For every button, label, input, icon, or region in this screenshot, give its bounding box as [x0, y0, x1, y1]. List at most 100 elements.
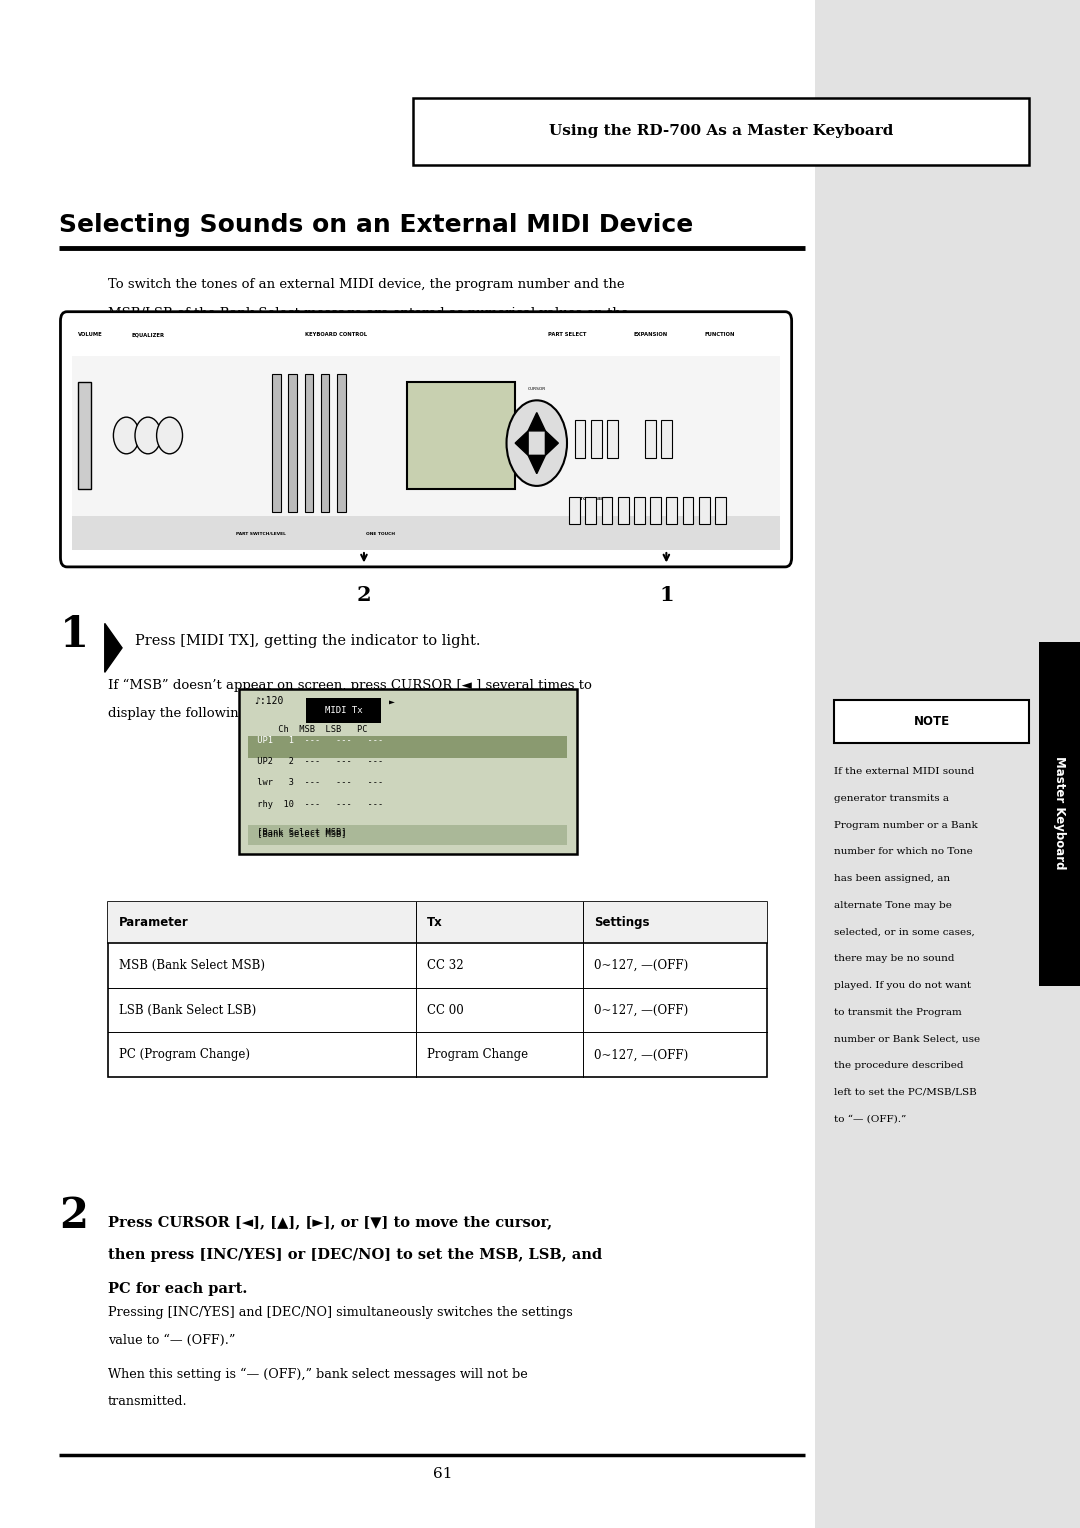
Bar	[575, 420, 585, 458]
Bar	[661, 420, 672, 458]
FancyBboxPatch shape	[239, 689, 577, 854]
Text: there may be no sound: there may be no sound	[834, 953, 955, 963]
Bar	[666, 497, 677, 524]
Text: 61: 61	[433, 1467, 453, 1481]
Circle shape	[113, 417, 139, 454]
FancyBboxPatch shape	[834, 700, 1029, 743]
Text: CURSOR: CURSOR	[528, 387, 545, 391]
Polygon shape	[105, 623, 122, 672]
Text: Ch  MSB  LSB   PC: Ch MSB LSB PC	[252, 724, 367, 733]
Text: alternate Tone may be: alternate Tone may be	[834, 902, 951, 909]
Text: When this setting is “— (OFF),” bank select messages will not be: When this setting is “— (OFF),” bank sel…	[108, 1368, 528, 1381]
Text: 0~127, —(OFF): 0~127, —(OFF)	[594, 1048, 688, 1062]
Text: Press [MIDI TX], getting the indicator to light.: Press [MIDI TX], getting the indicator t…	[135, 634, 481, 648]
Bar	[645, 420, 656, 458]
Text: to transmit the Program: to transmit the Program	[834, 1008, 961, 1016]
Text: lwr   3  ---   ---   ---: lwr 3 --- --- ---	[252, 778, 383, 787]
Text: 1: 1	[59, 614, 89, 656]
Bar	[248, 736, 567, 758]
Text: Settings: Settings	[594, 915, 649, 929]
Text: LSB (Bank Select LSB): LSB (Bank Select LSB)	[119, 1004, 256, 1016]
Bar	[305, 374, 313, 512]
Text: UP1   1  ---   ---   ---: UP1 1 --- --- ---	[252, 735, 383, 744]
Bar	[72, 356, 780, 550]
Bar	[321, 374, 329, 512]
Bar	[248, 825, 567, 845]
Text: CC 00: CC 00	[427, 1004, 463, 1016]
Text: 2: 2	[356, 585, 372, 605]
Text: VOLUME: VOLUME	[78, 332, 103, 338]
Bar	[815, 0, 1080, 1528]
Bar	[272, 374, 281, 512]
Bar	[108, 902, 767, 1077]
Bar	[1039, 642, 1080, 986]
Text: then press [INC/YES] or [DEC/NO] to set the MSB, LSB, and: then press [INC/YES] or [DEC/NO] to set …	[108, 1248, 603, 1262]
Text: Tx: Tx	[427, 915, 443, 929]
Text: FUNCTION: FUNCTION	[704, 332, 734, 338]
Bar	[569, 497, 580, 524]
Text: CC 32: CC 32	[427, 958, 463, 972]
Bar	[683, 497, 693, 524]
Text: To switch the tones of an external MIDI device, the program number and the: To switch the tones of an external MIDI …	[108, 278, 624, 292]
Text: PART SELECT: PART SELECT	[548, 332, 586, 338]
Text: PART SWITCH/LEVEL: PART SWITCH/LEVEL	[237, 532, 286, 536]
Text: Parameter: Parameter	[119, 915, 189, 929]
Text: PC for each part.: PC for each part.	[108, 1282, 247, 1296]
Text: generator transmits a: generator transmits a	[834, 795, 948, 802]
Text: display the following screen.: display the following screen.	[108, 707, 300, 721]
Text: 0~127, —(OFF): 0~127, —(OFF)	[594, 958, 688, 972]
Text: RD-700.: RD-700.	[108, 336, 163, 350]
Text: Press CURSOR [◄], [▲], [►], or [▼] to move the cursor,: Press CURSOR [◄], [▲], [►], or [▼] to mo…	[108, 1215, 552, 1229]
Circle shape	[135, 417, 161, 454]
Bar	[306, 698, 381, 723]
FancyBboxPatch shape	[413, 98, 1029, 165]
Text: number or Bank Select, use: number or Bank Select, use	[834, 1034, 980, 1044]
Text: value to “— (OFF).”: value to “— (OFF).”	[108, 1334, 235, 1348]
Text: ONE TOUCH: ONE TOUCH	[366, 532, 394, 536]
Polygon shape	[545, 431, 558, 455]
Text: [Bank Select MSB]: [Bank Select MSB]	[252, 827, 346, 836]
Text: [Bank Select MSB]: [Bank Select MSB]	[252, 828, 346, 837]
Text: Selecting Sounds on an External MIDI Device: Selecting Sounds on an External MIDI Dev…	[59, 212, 693, 237]
Text: PC (Program Change): PC (Program Change)	[119, 1048, 249, 1062]
Text: 2: 2	[59, 1195, 89, 1236]
Text: played. If you do not want: played. If you do not want	[834, 981, 971, 990]
Text: TONE SELECT: TONE SELECT	[580, 497, 613, 501]
Bar	[72, 516, 780, 550]
Text: Program number or a Bank: Program number or a Bank	[834, 821, 977, 830]
Bar	[288, 374, 297, 512]
Text: Using the RD-700 As a Master Keyboard: Using the RD-700 As a Master Keyboard	[549, 124, 893, 139]
Text: Program Change: Program Change	[427, 1048, 528, 1062]
Text: the procedure described: the procedure described	[834, 1062, 963, 1070]
Circle shape	[507, 400, 567, 486]
Bar	[407, 382, 515, 489]
Bar	[78, 382, 91, 489]
Bar	[585, 497, 596, 524]
Text: Pressing [INC/YES] and [DEC/NO] simultaneously switches the settings: Pressing [INC/YES] and [DEC/NO] simultan…	[108, 1306, 572, 1320]
Bar	[715, 497, 726, 524]
Bar	[618, 497, 629, 524]
Text: Master Keyboard: Master Keyboard	[1053, 756, 1066, 869]
Text: If “MSB” doesn’t appear on screen, press CURSOR [◄ ] several times to: If “MSB” doesn’t appear on screen, press…	[108, 678, 592, 692]
Text: to “— (OFF).”: to “— (OFF).”	[834, 1115, 906, 1123]
Text: MIDI Tx: MIDI Tx	[325, 706, 362, 715]
Text: number for which no Tone: number for which no Tone	[834, 847, 972, 856]
Text: KEYBOARD CONTROL: KEYBOARD CONTROL	[305, 332, 367, 338]
Text: has been assigned, an: has been assigned, an	[834, 874, 950, 883]
Bar	[607, 420, 618, 458]
Bar	[650, 497, 661, 524]
Text: NOTE: NOTE	[914, 715, 949, 727]
Bar	[248, 701, 567, 723]
Text: ♪:120: ♪:120	[254, 697, 283, 706]
Circle shape	[157, 417, 183, 454]
Text: 1: 1	[659, 585, 674, 605]
Text: EXPANSION: EXPANSION	[634, 332, 669, 338]
Bar	[591, 420, 602, 458]
Text: 0~127, —(OFF): 0~127, —(OFF)	[594, 1004, 688, 1016]
Bar	[108, 902, 767, 943]
Text: MSB/LSB of the Bank Select message are entered as numerical values on the: MSB/LSB of the Bank Select message are e…	[108, 307, 629, 321]
Bar	[699, 497, 710, 524]
Text: UP2   2  ---   ---   ---: UP2 2 --- --- ---	[252, 756, 383, 766]
Text: selected, or in some cases,: selected, or in some cases,	[834, 927, 974, 937]
Polygon shape	[515, 431, 528, 455]
